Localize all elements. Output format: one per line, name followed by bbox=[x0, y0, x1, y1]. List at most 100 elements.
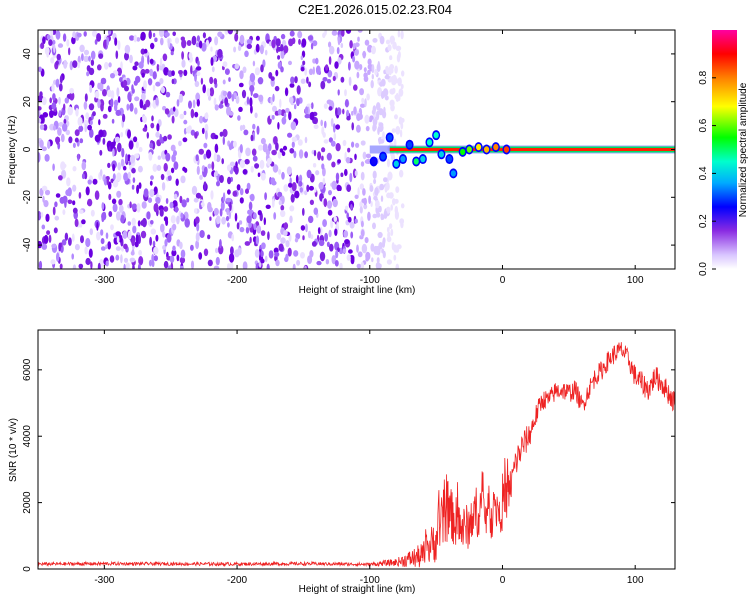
spectral-noise-blob bbox=[306, 76, 309, 84]
spectral-noise-blob bbox=[52, 125, 56, 131]
spectral-noise-blob bbox=[146, 211, 151, 220]
spectral-noise-blob bbox=[255, 235, 260, 245]
transition-blob bbox=[420, 155, 426, 163]
spectral-noise-blob bbox=[147, 197, 153, 203]
spectral-noise-blob bbox=[300, 225, 306, 231]
spectral-noise-blob bbox=[400, 83, 404, 90]
spectral-noise-blob bbox=[360, 261, 365, 269]
spectral-noise-blob bbox=[357, 251, 363, 258]
spectral-noise-blob bbox=[400, 121, 404, 130]
spectral-noise-blob bbox=[77, 61, 81, 69]
spectral-noise-blob bbox=[100, 238, 105, 245]
spectral-noise-blob bbox=[390, 36, 393, 45]
spectral-noise-blob bbox=[242, 66, 247, 74]
spectral-noise-blob bbox=[317, 227, 321, 235]
spectral-noise-blob bbox=[39, 124, 45, 130]
spectral-noise-blob bbox=[136, 203, 141, 213]
spectral-noise-blob bbox=[364, 39, 370, 46]
spectral-noise-blob bbox=[94, 134, 101, 143]
spectral-noise-blob bbox=[205, 39, 209, 47]
spectral-noise-blob bbox=[302, 235, 305, 241]
spectral-noise-blob bbox=[214, 104, 219, 111]
spectral-noise-blob bbox=[134, 61, 139, 66]
spectral-noise-blob bbox=[98, 53, 104, 59]
spectral-noise-blob bbox=[395, 125, 401, 135]
spectral-noise-blob bbox=[333, 216, 338, 222]
spectral-noise-blob bbox=[81, 53, 84, 62]
spectral-noise-blob bbox=[356, 263, 362, 269]
spectral-noise-blob bbox=[173, 150, 177, 157]
spectral-noise-blob bbox=[143, 80, 147, 90]
spectral-noise-blob bbox=[198, 148, 204, 155]
spectral-noise-blob bbox=[288, 96, 294, 104]
spectral-noise-blob bbox=[381, 91, 384, 100]
spectral-noise-blob bbox=[246, 43, 252, 50]
spectral-noise-blob bbox=[220, 201, 225, 211]
spectral-noise-blob bbox=[90, 209, 95, 217]
spectral-noise-blob bbox=[384, 95, 389, 101]
transition-blob bbox=[475, 143, 482, 151]
spectral-noise-blob bbox=[170, 144, 176, 152]
spectral-noise-blob bbox=[335, 124, 341, 130]
colorbar-tick-label: 0.2 bbox=[698, 214, 709, 228]
spectral-noise-blob bbox=[171, 154, 176, 163]
spectral-noise-blob bbox=[372, 124, 376, 132]
spectral-noise-blob bbox=[248, 201, 253, 211]
spectral-noise-blob bbox=[322, 177, 326, 186]
spectral-noise-blob bbox=[284, 256, 289, 263]
spectral-noise-blob bbox=[132, 65, 138, 71]
spectral-noise-blob bbox=[199, 204, 202, 210]
spectral-noise-blob bbox=[263, 217, 266, 226]
spectral-noise-blob bbox=[136, 184, 140, 194]
snr-y-axis-label: SNR (10 * v/v) bbox=[8, 418, 19, 482]
spectral-noise-blob bbox=[98, 129, 104, 138]
spectral-noise-blob bbox=[356, 244, 359, 253]
spectral-noise-blob bbox=[268, 250, 274, 259]
spectral-noise-blob bbox=[116, 87, 120, 97]
spectral-noise-blob bbox=[180, 249, 186, 259]
spectral-noise-blob bbox=[386, 226, 390, 233]
spectral-noise-blob bbox=[150, 42, 155, 50]
spectral-noise-blob bbox=[149, 68, 154, 77]
spectral-noise-blob bbox=[337, 57, 342, 65]
spectral-noise-blob bbox=[200, 77, 204, 85]
spectral-noise-blob bbox=[313, 124, 319, 130]
spectral-noise-blob bbox=[326, 200, 333, 209]
spectral-noise-blob bbox=[335, 249, 339, 259]
spectral-noise-blob bbox=[332, 198, 338, 208]
spectral-noise-blob bbox=[166, 233, 172, 243]
spectral-noise-blob bbox=[163, 260, 169, 269]
spectral-noise-blob bbox=[260, 258, 265, 264]
spectral-noise-blob bbox=[76, 32, 82, 38]
spectral-noise-blob bbox=[378, 137, 382, 145]
spectral-noise-blob bbox=[345, 156, 351, 164]
spectral-noise-blob bbox=[300, 78, 306, 84]
spectral-noise-blob bbox=[196, 71, 201, 77]
spectral-noise-blob bbox=[56, 252, 60, 262]
spectral-noise-blob bbox=[180, 175, 186, 184]
spectral-noise-blob bbox=[83, 55, 89, 62]
spectral-noise-blob bbox=[170, 215, 176, 224]
spectral-noise-blob bbox=[372, 170, 377, 179]
spectral-noise-blob bbox=[113, 99, 119, 107]
spectral-noise-blob bbox=[118, 198, 123, 206]
spectral-noise-blob bbox=[133, 153, 140, 159]
spectral-noise-blob bbox=[357, 187, 360, 197]
spectral-noise-blob bbox=[367, 211, 371, 221]
spectral-noise-blob bbox=[39, 139, 44, 149]
spectral-noise-blob bbox=[180, 212, 184, 219]
spectral-noise-blob bbox=[239, 188, 244, 196]
spectral-noise-blob bbox=[376, 212, 381, 218]
spectral-noise-blob bbox=[88, 248, 93, 258]
spectral-noise-blob bbox=[291, 136, 298, 142]
spectral-noise-blob bbox=[370, 201, 373, 207]
spectral-noise-blob bbox=[286, 166, 292, 175]
spectral-noise-blob bbox=[195, 232, 200, 242]
spectral-noise-blob bbox=[149, 236, 153, 246]
spectral-noise-blob bbox=[261, 242, 266, 250]
spectral-noise-blob bbox=[360, 220, 364, 228]
spectral-noise-blob bbox=[211, 161, 215, 171]
spectral-noise-blob bbox=[72, 60, 78, 68]
spectral-noise-blob bbox=[300, 66, 305, 72]
